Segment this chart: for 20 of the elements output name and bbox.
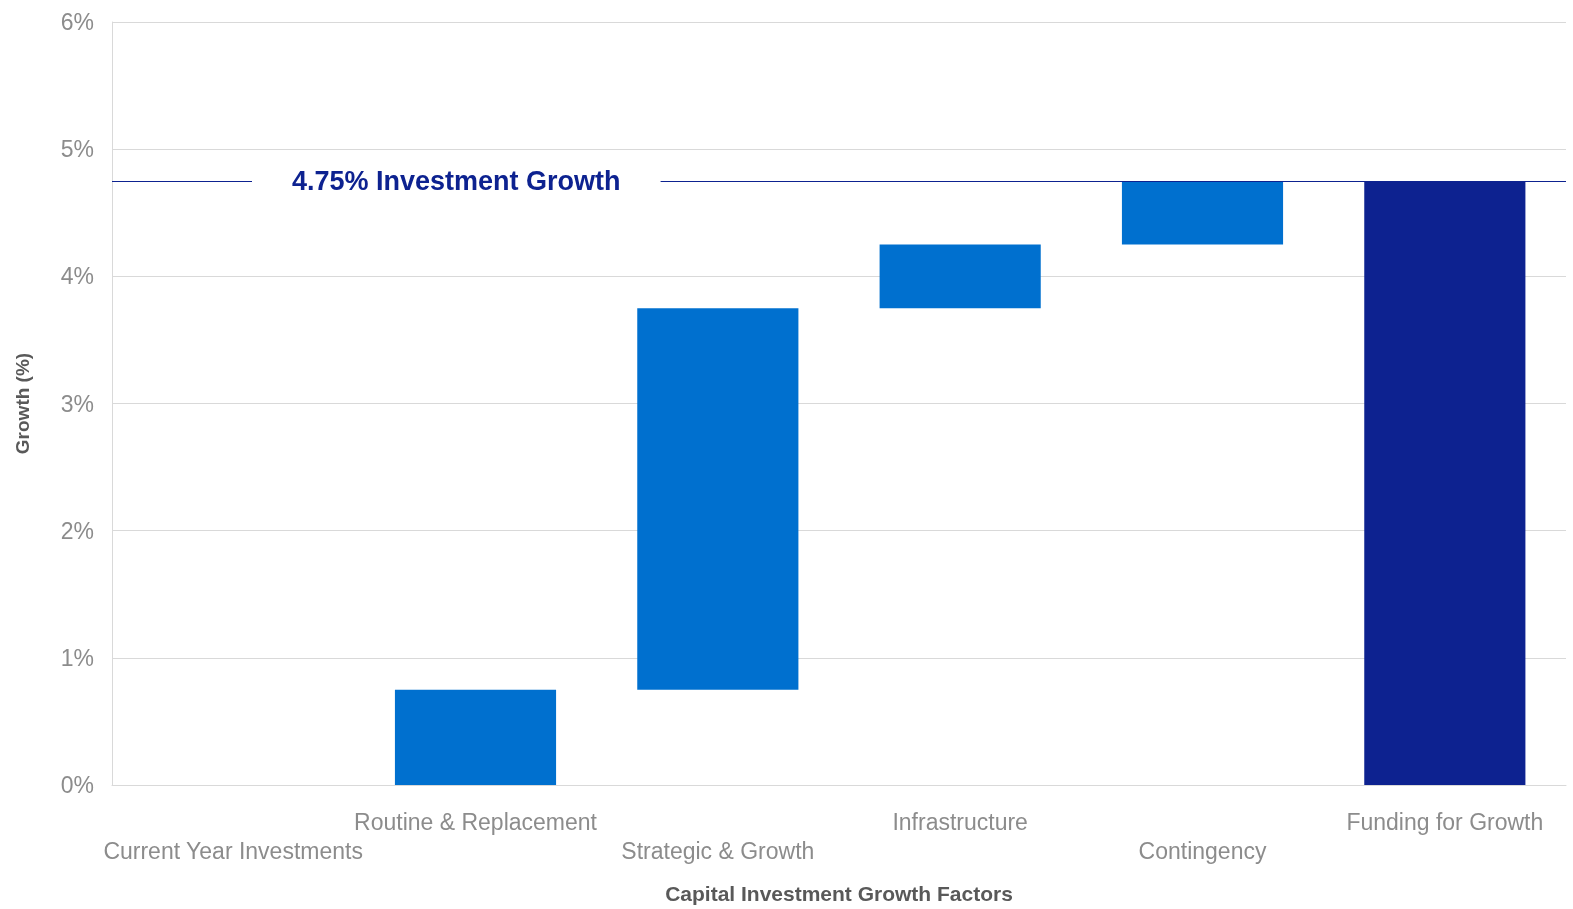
bar	[879, 244, 1041, 309]
x-tick-label: Routine & Replacement	[354, 808, 598, 835]
y-tick-label: 6%	[60, 9, 94, 35]
bar	[1121, 180, 1284, 245]
y-tick-label: 2%	[60, 517, 94, 544]
y-tick-label: 5%	[60, 136, 94, 163]
y-tick-label: 0%	[60, 772, 94, 798]
y-tick-label: 3%	[60, 390, 94, 417]
x-tick-label: Funding for Growth	[1346, 808, 1544, 835]
x-tick-label: Current Year Investments	[103, 837, 363, 864]
y-tick-label: 1%	[60, 644, 94, 671]
x-axis-title: Capital Investment Growth Factors	[665, 882, 1013, 905]
x-tick-label: Infrastructure	[892, 808, 1028, 835]
x-tick-label: Contingency	[1138, 837, 1267, 864]
x-tick-label: Strategic & Growth	[621, 837, 815, 864]
y-axis-title: Growth (%)	[12, 352, 33, 455]
bar	[637, 308, 799, 690]
ref-line-label: 4.75% Investment Growth	[292, 165, 621, 196]
bar	[394, 689, 557, 785]
y-tick-label: 4%	[60, 263, 94, 290]
